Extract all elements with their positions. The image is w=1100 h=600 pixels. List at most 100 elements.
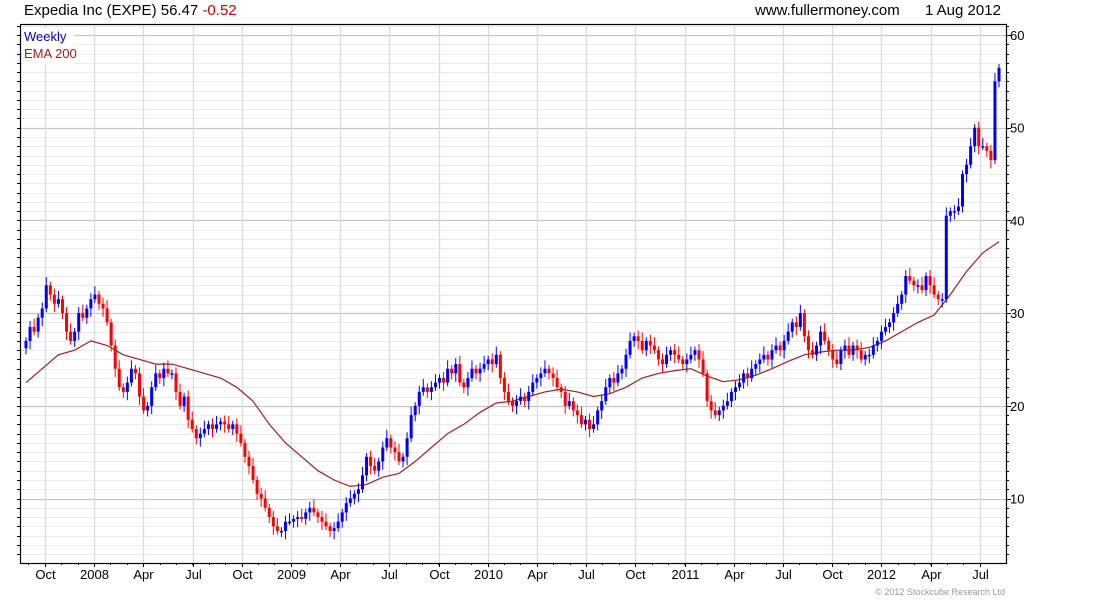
candle-body [588,419,592,429]
candle-body [442,377,446,383]
candle-body [969,146,973,165]
candle [198,427,202,447]
candle [673,344,677,364]
candle [977,121,981,155]
candle-body [823,331,827,341]
candle-body [235,424,239,434]
candle [259,487,263,507]
candle [879,325,883,350]
candle [511,397,514,412]
candle [93,286,97,303]
candle-body [652,345,656,351]
candle [559,383,563,398]
candle-body [166,368,170,374]
candle-body [462,382,466,388]
candle [973,123,977,153]
candle-body [515,401,519,406]
candle-body [312,507,316,513]
candle-body [48,285,52,295]
x-axis: Oct 2008 Apr Jul Oct 2009 Apr Jul Oct 2010 Apr Jul O… [28,563,989,582]
candle-body [482,364,486,369]
candle [652,337,656,354]
candle [377,457,381,477]
candle [271,511,275,535]
candle [154,365,158,391]
candle-body [125,382,129,392]
candle [567,392,571,410]
candle-body [162,368,166,378]
candle [292,515,296,528]
candle-body [883,327,887,332]
candle-body [320,517,324,522]
candle-body [304,512,308,519]
candle [535,374,539,389]
candle [219,417,223,431]
candle-body [798,313,802,328]
candle-body [709,401,713,411]
candle-body [77,313,81,332]
candle-body [409,415,413,439]
candle [640,332,644,354]
candle [896,295,900,317]
candle [486,355,490,371]
candle [109,318,113,352]
legend-background [22,28,74,64]
candle-body [158,373,162,378]
candle-body [109,322,113,346]
candle-body [677,354,681,360]
candle [656,346,660,366]
candle-body [129,368,133,383]
candle-body [571,401,575,411]
candle-body [263,498,267,508]
candle [742,369,746,389]
price-change: -0.52 [202,2,236,19]
y-tick-label: 60 [1010,28,1024,43]
candle-body [259,493,263,499]
candle [936,290,940,306]
candle [312,499,316,517]
candle-body [948,211,952,216]
candle-body [377,461,381,471]
candle-body [385,438,389,448]
candle-body [904,276,908,295]
candle-body [223,421,227,425]
candle [316,508,320,524]
candle-body [60,299,64,314]
candle-body [486,359,490,365]
candle-body [940,299,944,301]
candle-body [717,410,721,416]
candle-body [247,456,251,467]
candle [283,515,287,540]
candle-body [835,359,839,365]
candle-body [648,340,652,346]
candle [940,293,944,308]
candle-body [632,336,636,341]
candle-body [600,401,604,411]
candle [288,513,292,526]
candle [494,346,498,368]
candle-body [733,387,737,392]
candle [920,276,924,294]
candle [859,341,863,364]
candle [871,337,875,359]
candle [227,415,231,433]
candle [182,392,186,412]
candle-body [336,521,340,529]
candle [36,314,40,338]
candle [888,318,892,334]
candle [263,490,267,512]
candle-body [794,322,798,328]
candle [393,441,397,461]
candle-body [620,368,624,374]
candle [523,392,527,408]
candle-body [908,276,912,281]
x-tick-label: Oct [35,567,56,582]
candle-body [920,285,924,290]
candle [855,339,859,359]
candle-body [511,401,514,406]
candle-body [324,521,328,527]
candle [774,337,778,354]
candle [782,334,786,359]
candle [985,142,989,157]
candle-body [729,391,733,402]
